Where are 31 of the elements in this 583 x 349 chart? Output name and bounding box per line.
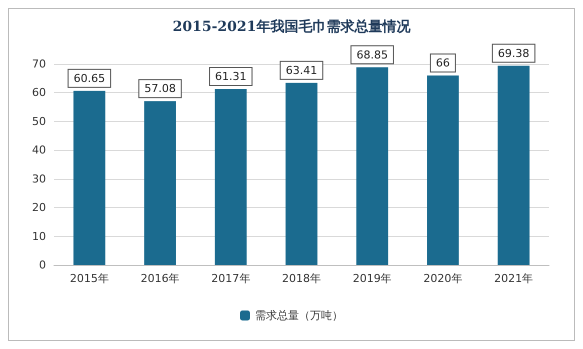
y-tick-label: 30 — [32, 172, 46, 186]
data-label: 68.85 — [356, 48, 388, 62]
y-tick-label: 70 — [32, 58, 46, 70]
data-label: 61.31 — [215, 70, 247, 83]
y-tick-label: 0 — [39, 258, 46, 272]
data-label: 60.65 — [74, 72, 106, 85]
bar — [73, 90, 106, 265]
y-tick-label: 50 — [32, 114, 46, 128]
x-tick-label: 2015年 — [70, 272, 109, 285]
legend-label: 需求总量（万吨） — [255, 309, 343, 322]
bar — [356, 67, 388, 265]
data-label: 63.41 — [286, 64, 318, 77]
bar — [427, 75, 459, 265]
x-tick-label: 2018年 — [282, 272, 321, 285]
data-label: 69.38 — [498, 46, 530, 60]
data-label: 66 — [436, 56, 450, 70]
y-tick-label: 10 — [32, 230, 46, 243]
x-tick-label: 2019年 — [352, 272, 392, 285]
bar — [286, 82, 318, 265]
chart-title: 2015-2021年我国毛巾需求总量情况 — [172, 18, 412, 35]
x-tick-label: 2021年 — [494, 272, 534, 285]
y-tick-label: 20 — [32, 201, 46, 214]
x-tick-label: 2016年 — [140, 272, 180, 285]
y-tick-label: 60 — [32, 86, 46, 100]
y-tick-label: 40 — [32, 144, 46, 157]
bar — [144, 101, 176, 265]
bar — [214, 88, 247, 265]
bar — [498, 66, 530, 265]
x-tick-label: 2017年 — [211, 272, 250, 285]
data-label: 57.08 — [144, 82, 176, 96]
x-tick-label: 2020年 — [423, 272, 462, 285]
